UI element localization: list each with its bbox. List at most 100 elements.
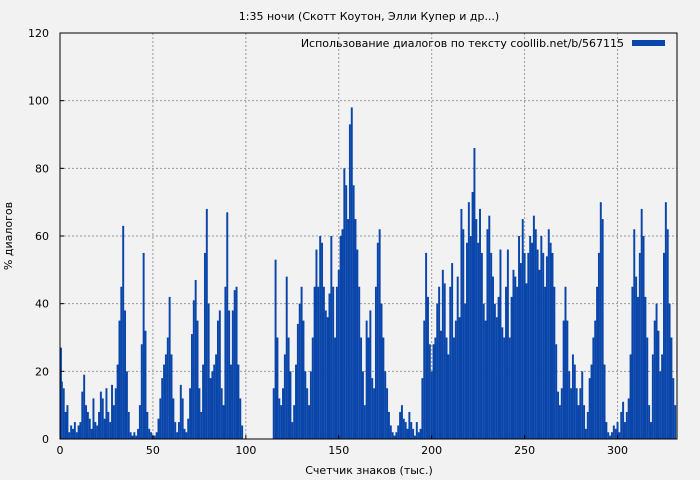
bar <box>532 215 535 439</box>
chart-title: 1:35 ночи (Скотт Коутон, Элли Купер и др… <box>239 10 499 23</box>
bar <box>402 418 405 439</box>
x-axis-label: Счетчик знаков (тыс.) <box>305 464 433 477</box>
bar <box>441 269 444 439</box>
bar <box>616 422 619 439</box>
bar <box>148 428 151 439</box>
bar <box>382 337 385 439</box>
bar <box>224 286 227 439</box>
bar <box>404 422 407 439</box>
bar <box>475 219 478 439</box>
bar <box>625 411 628 439</box>
bar <box>358 286 361 439</box>
bar <box>196 320 199 439</box>
bar <box>296 323 299 439</box>
bar <box>189 388 192 439</box>
bar <box>408 411 411 439</box>
bar <box>501 327 504 439</box>
bar <box>549 242 552 439</box>
bar <box>111 384 114 439</box>
bar <box>651 354 654 439</box>
bar <box>603 364 606 439</box>
bar <box>453 337 455 439</box>
bar <box>555 344 558 439</box>
bar <box>460 208 463 439</box>
y-axis-label: % диалогов <box>2 202 15 270</box>
bar <box>168 296 171 439</box>
bar <box>506 249 509 439</box>
bar <box>326 317 329 439</box>
bar <box>571 354 574 439</box>
bar <box>282 388 284 439</box>
bar <box>73 422 76 439</box>
bar <box>558 405 561 439</box>
bar <box>157 418 160 439</box>
bar <box>92 398 95 439</box>
bar <box>321 242 324 439</box>
bar <box>215 354 218 439</box>
bar <box>631 286 634 439</box>
bar <box>66 405 69 439</box>
bar <box>309 371 312 439</box>
bar <box>324 310 327 439</box>
bar <box>118 320 121 439</box>
bar <box>332 286 335 439</box>
bar <box>109 422 112 439</box>
bar <box>140 344 143 439</box>
bar <box>62 388 65 439</box>
bar <box>421 378 424 439</box>
bar <box>447 354 450 439</box>
bar <box>384 371 387 439</box>
y-tick-label: 60 <box>35 230 49 243</box>
bar <box>356 249 359 439</box>
bar <box>607 432 610 439</box>
bar <box>505 286 507 439</box>
bar <box>341 229 344 439</box>
bar <box>170 354 173 439</box>
bar <box>430 371 433 439</box>
bar <box>519 263 522 439</box>
bar <box>176 432 179 439</box>
bar <box>313 286 316 439</box>
bar <box>387 411 390 439</box>
bar <box>601 219 604 439</box>
bar <box>187 418 190 439</box>
bar <box>397 425 400 439</box>
bar <box>592 337 595 439</box>
legend: Использование диалогов по тексту coollib… <box>301 37 665 50</box>
bar <box>386 388 389 439</box>
bar <box>274 259 277 439</box>
bar <box>64 411 67 439</box>
bar <box>306 388 309 439</box>
bar <box>618 432 621 439</box>
bar <box>586 411 589 439</box>
bar <box>235 286 238 439</box>
bar <box>464 303 467 439</box>
bar <box>211 371 214 439</box>
bar <box>72 428 74 439</box>
x-tick-label: 300 <box>607 444 628 457</box>
bar <box>146 411 149 439</box>
bar <box>612 425 615 439</box>
bar <box>534 229 537 439</box>
bar <box>159 398 162 439</box>
bar <box>239 398 242 439</box>
bar <box>369 310 372 439</box>
bar <box>198 388 201 439</box>
bar <box>378 229 381 439</box>
bar <box>60 381 63 439</box>
bar <box>181 398 184 439</box>
bar <box>352 185 355 439</box>
bar <box>322 286 325 439</box>
bar <box>150 432 153 439</box>
bar <box>237 364 240 439</box>
bar <box>473 148 476 440</box>
bar <box>566 320 569 439</box>
bar <box>562 320 565 439</box>
bar <box>581 371 584 439</box>
bar <box>467 202 470 439</box>
bar <box>551 252 554 439</box>
bar <box>300 286 303 439</box>
bar <box>466 242 468 439</box>
bar <box>231 310 234 439</box>
